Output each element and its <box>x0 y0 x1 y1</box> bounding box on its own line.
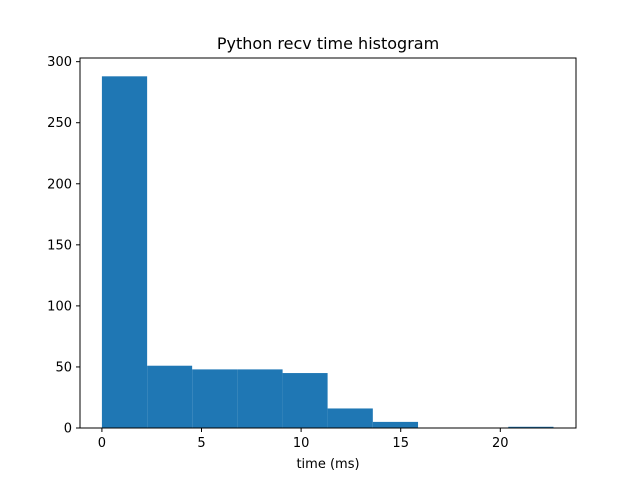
y-axis-ticks: 0 50 100 150 200 250 300 <box>47 55 80 437</box>
histogram-bar-4 <box>282 373 328 428</box>
histogram-bar-0 <box>101 76 148 428</box>
y-tick-label-1: 50 <box>55 360 72 375</box>
plot-frame <box>79 57 577 429</box>
histogram-bar-6 <box>372 421 419 428</box>
y-tick-label-6: 300 <box>47 55 72 70</box>
histogram-bar-1 <box>147 365 193 428</box>
histogram-bars <box>101 76 554 428</box>
x-axis-label: time (ms) <box>296 457 359 472</box>
x-axis-ticks: 0 5 10 15 20 <box>98 428 509 451</box>
histogram-bar-3 <box>237 369 283 428</box>
chart-title: Python recv time histogram <box>217 34 439 53</box>
x-tick-label-3: 15 <box>392 436 409 451</box>
y-tick-label-4: 200 <box>47 177 72 192</box>
x-tick-label-0: 0 <box>98 436 106 451</box>
x-tick-label-1: 5 <box>197 436 205 451</box>
x-tick-label-2: 10 <box>293 436 310 451</box>
y-tick-label-3: 150 <box>47 238 72 253</box>
histogram-bar-9 <box>508 426 554 428</box>
histogram-bar-2 <box>192 369 238 428</box>
y-tick-label-5: 250 <box>47 116 72 131</box>
y-tick-label-2: 100 <box>47 299 72 314</box>
y-tick-label-0: 0 <box>64 422 72 437</box>
histogram-bar-5 <box>327 408 373 428</box>
x-tick-label-4: 20 <box>492 436 509 451</box>
